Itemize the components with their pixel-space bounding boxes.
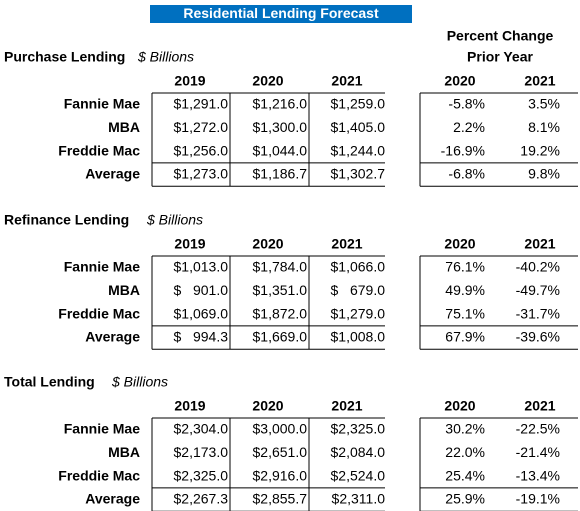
row-label: Average [85,166,140,182]
value-cell: $2,524.0 [331,467,386,483]
percent-cell: 22.0% [445,444,485,460]
percent-cell: 8.1% [528,119,560,135]
column-header: 2019 [174,398,205,414]
row-label: MBA [108,119,140,135]
section-unit: $ Billions [111,374,168,390]
row-label: Freddie Mac [58,467,140,483]
column-header: 2020 [444,73,475,89]
column-header: 2021 [331,398,362,414]
title-bar [150,5,412,23]
row-label: MBA [108,282,140,298]
row-label: Average [85,491,140,507]
percent-cell: -49.7% [516,282,560,298]
percent-cell: 67.9% [445,329,485,345]
value-cell: $2,916.0 [253,467,308,483]
percent-header: Prior Year [467,49,533,65]
column-header: 2021 [331,236,362,252]
column-header: 2020 [444,398,475,414]
percent-cell: 3.5% [528,96,560,112]
value-cell: $1,008.0 [331,329,386,345]
section-title: Refinance Lending [4,212,129,228]
value-cell: $1,784.0 [253,259,308,275]
column-header: 2021 [524,398,555,414]
percent-cell: -19.1% [516,491,560,507]
percent-cell: 25.4% [445,467,485,483]
row-label: Fannie Mae [64,259,140,275]
percent-cell: -39.6% [516,329,560,345]
value-cell: $1,186.7 [253,166,308,182]
value-cell: $1,256.0 [174,142,229,158]
value-cell: $ 901.0 [174,282,229,298]
column-header: 2021 [331,73,362,89]
percent-cell: -16.9% [441,142,485,158]
value-cell: $2,304.0 [174,421,229,437]
percent-cell: 49.9% [445,282,485,298]
section-unit: $ Billions [146,212,203,228]
percent-cell: 76.1% [445,259,485,275]
value-cell: $2,651.0 [253,444,308,460]
row-label: MBA [108,444,140,460]
value-cell: $1,300.0 [253,119,308,135]
column-header: 2020 [252,398,283,414]
value-cell: $1,273.0 [174,166,229,182]
percent-cell: -6.8% [448,166,485,182]
column-header: 2020 [252,236,283,252]
column-header: 2021 [524,73,555,89]
percent-cell: 9.8% [528,166,560,182]
value-cell: $1,279.0 [331,305,386,321]
row-label: Fannie Mae [64,96,140,112]
value-cell: $1,216.0 [253,96,308,112]
value-cell: $1,669.0 [253,329,308,345]
percent-cell: 30.2% [445,421,485,437]
value-cell: $2,325.0 [331,421,386,437]
percent-cell: 75.1% [445,305,485,321]
section-title: Purchase Lending [4,49,125,65]
percent-cell: -40.2% [516,259,560,275]
percent-cell: -5.8% [448,96,485,112]
section-unit: $ Billions [137,49,194,65]
percent-cell: 19.2% [520,142,560,158]
value-cell: $1,872.0 [253,305,308,321]
value-cell: $2,855.7 [253,491,308,507]
percent-cell: -22.5% [516,421,560,437]
column-header: 2019 [174,236,205,252]
value-cell: $2,173.0 [174,444,229,460]
percent-cell: 2.2% [453,119,485,135]
value-cell: $ 994.3 [174,329,229,345]
value-cell: $1,244.0 [331,142,386,158]
value-cell: $1,272.0 [174,119,229,135]
percent-cell: -31.7% [516,305,560,321]
value-cell: $2,311.0 [332,491,386,507]
value-cell: $1,069.0 [174,305,229,321]
percent-header: Percent Change [447,28,554,44]
column-header: 2020 [444,236,475,252]
value-cell: $1,291.0 [174,96,229,112]
percent-cell: -21.4% [516,444,560,460]
row-label: Freddie Mac [58,305,140,321]
section-title: Total Lending [4,374,95,390]
value-cell: $1,066.0 [331,259,386,275]
column-header: 2019 [174,73,205,89]
column-header: 2020 [252,73,283,89]
percent-cell: 25.9% [445,491,485,507]
value-cell: $2,267.3 [174,491,229,507]
row-label: Freddie Mac [58,142,140,158]
value-cell: $1,259.0 [331,96,386,112]
value-cell: $1,302.7 [331,166,386,182]
value-cell: $1,405.0 [331,119,386,135]
value-cell: $2,084.0 [331,444,386,460]
row-label: Fannie Mae [64,421,140,437]
percent-cell: -13.4% [516,467,560,483]
value-cell: $1,044.0 [253,142,308,158]
value-cell: $2,325.0 [174,467,229,483]
value-cell: $1,351.0 [253,282,308,298]
value-cell: $ 679.0 [331,282,386,298]
value-cell: $1,013.0 [174,259,229,275]
row-label: Average [85,329,140,345]
column-header: 2021 [524,236,555,252]
title: Residential Lending Forecast [183,5,379,21]
value-cell: $3,000.0 [253,421,308,437]
